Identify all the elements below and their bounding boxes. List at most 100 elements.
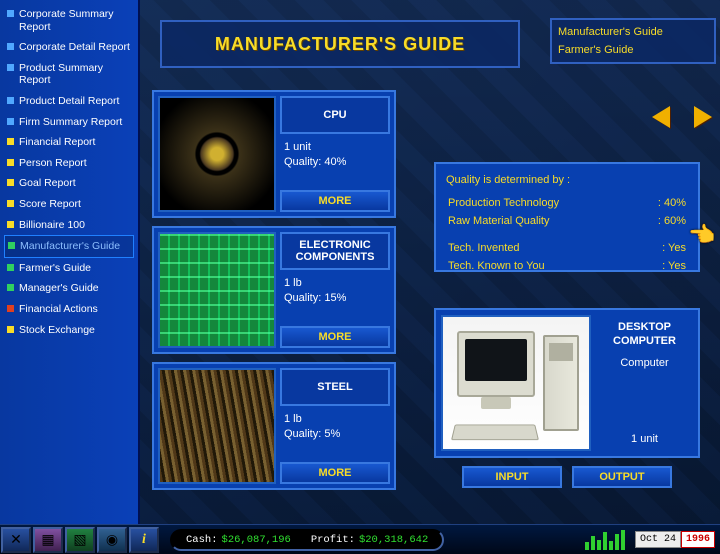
quality-row-label: Production Technology <box>448 195 636 212</box>
product-info: DESKTOP COMPUTER Computer 1 unit <box>596 315 693 451</box>
nav-arrows <box>652 106 712 128</box>
more-button[interactable]: MORE <box>280 462 390 484</box>
product-category: Computer <box>598 357 691 369</box>
bullet-icon <box>7 118 14 125</box>
product-panel: DESKTOP COMPUTER Computer 1 unit <box>434 308 700 458</box>
bullet-icon <box>7 10 14 17</box>
cash-value: $26,087,196 <box>222 534 291 546</box>
sidebar-item-label: Manager's Guide <box>19 282 131 295</box>
sidebar-item[interactable]: Score Report <box>4 194 134 215</box>
sidebar-item[interactable]: Farmer's Guide <box>4 258 134 279</box>
chart-bar <box>591 536 595 550</box>
bullet-icon <box>7 284 14 291</box>
sidebar-item[interactable]: Goal Report <box>4 173 134 194</box>
quality-table: Production Technology: 40% Raw Material … <box>446 193 688 232</box>
chart-bar <box>597 540 601 550</box>
bullet-icon <box>7 200 14 207</box>
sidebar-item-label: Farmer's Guide <box>19 262 131 275</box>
sidebar-item[interactable]: Financial Actions <box>4 299 134 320</box>
more-button[interactable]: MORE <box>280 326 390 348</box>
sidebar-item-label: Manufacturer's Guide <box>20 240 130 253</box>
tech-row-value: : Yes <box>639 258 686 275</box>
tool-button-1[interactable]: ✕ <box>1 527 31 553</box>
chart-bar <box>585 542 589 550</box>
ingredient-image <box>158 96 276 212</box>
tech-row-label: Tech. Invented <box>448 240 637 257</box>
bullet-icon <box>8 242 15 249</box>
sidebar-item-label: Stock Exchange <box>19 324 131 337</box>
chart-bar <box>615 534 619 550</box>
sidebar-item[interactable]: Financial Report <box>4 132 134 153</box>
info-button[interactable]: i <box>129 527 159 553</box>
page-title: MANUFACTURER'S GUIDE <box>215 34 465 55</box>
title-bar: MANUFACTURER'S GUIDE <box>160 20 520 68</box>
ingredient-name: ELECTRONIC COMPONENTS <box>280 232 390 270</box>
sidebar-item[interactable]: Stock Exchange <box>4 320 134 341</box>
chart-bar <box>621 530 625 550</box>
sidebar-item-label: Product Summary Report <box>19 62 131 87</box>
sidebar-item-label: Financial Actions <box>19 303 131 316</box>
sidebar-item[interactable]: Product Detail Report <box>4 91 134 112</box>
product-image <box>441 315 591 451</box>
input-button[interactable]: INPUT <box>462 466 562 488</box>
product-name: DESKTOP COMPUTER <box>598 321 691 349</box>
bullet-icon <box>7 221 14 228</box>
quality-row-label: Raw Material Quality <box>448 213 636 230</box>
sidebar-item[interactable]: Corporate Summary Report <box>4 4 134 37</box>
sidebar-item[interactable]: Person Report <box>4 153 134 174</box>
bullet-icon <box>7 97 14 104</box>
sidebar-item[interactable]: Product Summary Report <box>4 58 134 91</box>
sidebar-item-label: Person Report <box>19 157 131 170</box>
sidebar-item-label: Billionaire 100 <box>19 219 131 232</box>
tech-table: Tech. Invented: Yes Tech. Known to You: … <box>446 238 688 277</box>
chart-bar <box>603 532 607 550</box>
sidebar-item-label: Firm Summary Report <box>19 116 131 129</box>
sidebar: Corporate Summary ReportCorporate Detail… <box>0 0 140 524</box>
mini-chart[interactable] <box>580 530 630 550</box>
tech-row-label: Tech. Known to You <box>448 258 637 275</box>
status-bar: ✕ ▦ ▧ ◉ i Cash:$26,087,196 Profit:$20,31… <box>0 524 720 554</box>
date-box[interactable]: Oct 24 1996 <box>635 531 715 548</box>
sidebar-item[interactable]: Manufacturer's Guide <box>4 235 134 258</box>
chart-bar <box>609 541 613 550</box>
quality-panel: Quality is determined by : Production Te… <box>434 162 700 272</box>
bullet-icon <box>7 326 14 333</box>
prev-arrow-icon[interactable] <box>652 106 670 128</box>
date-monthday: Oct 24 <box>635 531 681 548</box>
tool-button-map[interactable]: ▧ <box>65 527 95 553</box>
sidebar-item-label: Score Report <box>19 198 131 211</box>
product-unit: 1 unit <box>598 433 691 445</box>
guide-option-farmer[interactable]: Farmer's Guide <box>558 41 708 59</box>
sidebar-item[interactable]: Billionaire 100 <box>4 215 134 236</box>
cash-panel: Cash:$26,087,196 Profit:$20,318,642 <box>170 529 444 551</box>
date-year: 1996 <box>681 531 715 548</box>
tool-button-2[interactable]: ▦ <box>33 527 63 553</box>
content-area: MANUFACTURER'S GUIDE Manufacturer's Guid… <box>140 0 720 524</box>
sidebar-item[interactable]: Firm Summary Report <box>4 112 134 133</box>
guide-option-manufacturer[interactable]: Manufacturer's Guide <box>558 23 708 41</box>
ingredient-image <box>158 368 276 484</box>
io-buttons: INPUT OUTPUT <box>434 466 700 488</box>
ingredient-panel: CPU 1 unitQuality: 40% MORE <box>152 90 396 218</box>
more-button[interactable]: MORE <box>280 190 390 212</box>
bullet-icon <box>7 179 14 186</box>
ingredient-name: CPU <box>280 96 390 134</box>
quality-row-value: : 40% <box>638 195 686 212</box>
ingredient-stats: 1 lbQuality: 5% <box>280 410 390 458</box>
bullet-icon <box>7 264 14 271</box>
next-arrow-icon[interactable] <box>694 106 712 128</box>
bullet-icon <box>7 138 14 145</box>
output-button[interactable]: OUTPUT <box>572 466 672 488</box>
bullet-icon <box>7 64 14 71</box>
sidebar-item-label: Financial Report <box>19 136 131 149</box>
bullet-icon <box>7 159 14 166</box>
profit-value: $20,318,642 <box>359 534 428 546</box>
sidebar-item[interactable]: Corporate Detail Report <box>4 37 134 58</box>
pointer-hand-icon[interactable]: 👈 <box>688 222 716 242</box>
tool-button-world[interactable]: ◉ <box>97 527 127 553</box>
ingredient-stats: 1 unitQuality: 40% <box>280 138 390 186</box>
profit-label: Profit: <box>311 534 355 546</box>
sidebar-item[interactable]: Manager's Guide <box>4 278 134 299</box>
ingredient-panel: ELECTRONIC COMPONENTS 1 lbQuality: 15% MOR… <box>152 226 396 354</box>
ingredient-stats: 1 lbQuality: 15% <box>280 274 390 322</box>
